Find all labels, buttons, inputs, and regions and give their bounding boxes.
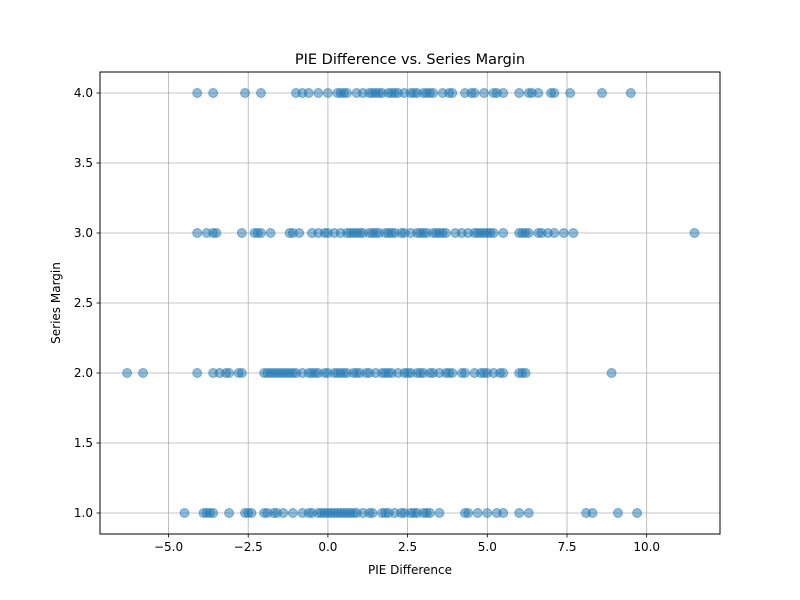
scatter-point xyxy=(434,508,445,518)
scatter-point xyxy=(367,508,378,518)
y-tick-label: 3.5 xyxy=(74,156,93,170)
x-tick-label: 5.0 xyxy=(478,540,497,554)
scatter-point xyxy=(549,88,560,98)
scatter-point xyxy=(224,508,235,518)
scatter-point xyxy=(246,508,257,518)
y-tick-label: 2.5 xyxy=(74,296,93,310)
scatter-point xyxy=(428,88,439,98)
scatter-point xyxy=(565,88,576,98)
scatter-point xyxy=(523,508,534,518)
scatter-point xyxy=(313,88,324,98)
scatter-point xyxy=(208,88,219,98)
y-tick-label: 2.0 xyxy=(74,366,93,380)
scatter-point xyxy=(482,508,493,518)
scatter-point xyxy=(255,88,266,98)
scatter-point xyxy=(236,368,247,378)
scatter-point xyxy=(498,228,509,238)
scatter-point xyxy=(498,368,509,378)
scatter-point xyxy=(138,368,149,378)
scatter-point xyxy=(488,228,499,238)
scatter-point xyxy=(463,508,474,518)
scatter-point xyxy=(533,88,544,98)
scatter-point xyxy=(208,508,219,518)
scatter-point xyxy=(192,88,203,98)
scatter-point xyxy=(523,228,534,238)
scatter-point xyxy=(612,508,623,518)
x-tick-label: −5.0 xyxy=(154,540,183,554)
y-tick-label: 4.0 xyxy=(74,86,93,100)
axis-ticks: −5.0 −2.5 0.0 2.5 5.0 7.5 10.0 1.0 1.5 2.0 2.5 3.0 3… xyxy=(74,86,660,554)
scatter-point xyxy=(606,368,617,378)
scatter-point xyxy=(447,88,458,98)
scatter-point xyxy=(625,88,636,98)
scatter-point xyxy=(322,88,333,98)
scatter-point xyxy=(472,508,483,518)
y-axis-label: Series Margin xyxy=(49,262,63,344)
scatter-point xyxy=(459,368,470,378)
scatter-point xyxy=(440,228,451,238)
scatter-point xyxy=(303,88,314,98)
x-tick-label: 7.5 xyxy=(557,540,576,554)
scatter-point xyxy=(469,88,480,98)
scatter-point xyxy=(689,228,700,238)
scatter-point xyxy=(587,508,598,518)
data-points xyxy=(122,88,700,518)
x-tick-label: 2.5 xyxy=(398,540,417,554)
scatter-point xyxy=(236,228,247,238)
scatter-point xyxy=(192,228,203,238)
x-tick-label: 0.0 xyxy=(318,540,337,554)
scatter-point xyxy=(514,508,525,518)
scatter-point xyxy=(211,228,222,238)
scatter-point xyxy=(597,88,608,98)
y-tick-label: 3.0 xyxy=(74,226,93,240)
scatter-point xyxy=(342,88,353,98)
scatter-point xyxy=(632,508,643,518)
scatter-point xyxy=(224,368,235,378)
x-axis-label: PIE Difference xyxy=(368,563,452,577)
scatter-point xyxy=(122,368,133,378)
scatter-point xyxy=(287,508,298,518)
scatter-point xyxy=(265,228,276,238)
y-tick-label: 1.0 xyxy=(74,506,93,520)
scatter-point xyxy=(294,228,305,238)
scatter-point xyxy=(558,228,569,238)
scatter-point xyxy=(568,228,579,238)
scatter-point xyxy=(514,88,525,98)
y-tick-label: 1.5 xyxy=(74,436,93,450)
scatter-point xyxy=(479,88,490,98)
scatter-point xyxy=(498,508,509,518)
scatter-point xyxy=(192,368,203,378)
scatter-point xyxy=(424,508,435,518)
scatter-point xyxy=(240,88,251,98)
scatter-point xyxy=(498,88,509,98)
scatter-point xyxy=(278,508,289,518)
scatter-point xyxy=(549,228,560,238)
scatter-point xyxy=(520,368,531,378)
x-tick-label: 10.0 xyxy=(633,540,660,554)
x-tick-label: −2.5 xyxy=(234,540,263,554)
scatter-point xyxy=(255,228,266,238)
scatter-point xyxy=(179,508,190,518)
chart-title: PIE Difference vs. Series Margin xyxy=(295,52,525,68)
scatter-point xyxy=(447,368,458,378)
